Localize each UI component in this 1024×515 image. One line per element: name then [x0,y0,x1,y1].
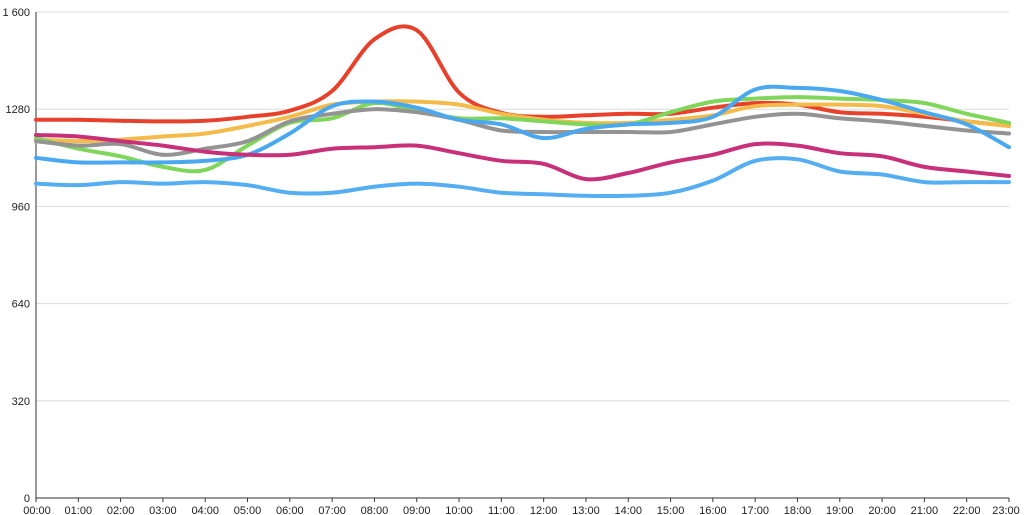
y-tick-label: 960 [12,201,30,213]
series-line-1 [34,24,1011,128]
x-tick-label: 08:00 [361,505,389,515]
x-tick-label: 12:00 [530,505,558,515]
x-tick-label: 07:00 [318,505,346,515]
x-tick-label: 00:00 [23,505,51,515]
x-tick-label: 11:00 [488,505,515,515]
y-tick-label: 320 [12,396,30,408]
x-tick-label: 09:00 [403,505,431,515]
x-tick-label: 06:00 [276,505,304,515]
y-tick-label: 0 [24,493,30,505]
x-tick-label: 23:00 [992,505,1020,515]
x-tick-label: 15:00 [657,505,685,515]
series-line-3 [34,95,1011,174]
y-tick-labels: 0 320 640 960 1280 1 600 [2,7,30,505]
series-lines [34,24,1011,199]
series-line-2 [34,99,1011,144]
x-tick-label: 19:00 [826,505,854,515]
series-line-5 [34,84,1011,165]
y-tick-label: 1 600 [2,7,30,19]
x-tick-label: 10:00 [445,505,473,515]
x-tick-label: 05:00 [234,505,262,515]
y-tick-label: 1280 [6,104,30,116]
y-tick-label: 640 [12,299,30,311]
x-tick-label: 16:00 [699,505,727,515]
series-line-7 [34,156,1011,199]
x-tick-label: 04:00 [191,505,219,515]
x-tick-label: 21:00 [911,505,939,515]
axes [35,12,1009,499]
x-tick-label: 20:00 [868,505,896,515]
grid-lines [36,11,1009,402]
x-tick-label: 14:00 [614,505,642,515]
series-line-6 [34,133,1011,182]
x-tick-label: 01:00 [65,505,93,515]
x-tick-label: 17:00 [741,505,769,515]
x-tick-labels: 00:00 01:00 02:00 03:00 04:00 05:00 06:00 07:00… [23,498,1020,515]
x-tick-label: 18:00 [784,505,812,515]
x-tick-label: 13:00 [572,505,600,515]
x-tick-label: 02:00 [107,505,135,515]
x-tick-label: 22:00 [953,505,981,515]
x-tick-label: 03:00 [149,505,177,515]
